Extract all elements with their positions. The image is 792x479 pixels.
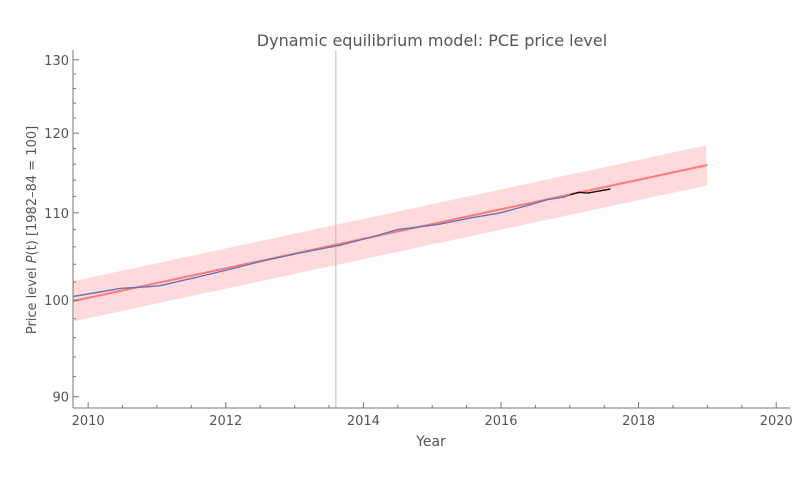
y-tick-label: 110	[44, 207, 69, 222]
x-tick-label: 2016	[484, 414, 517, 429]
model-line	[72, 164, 708, 303]
y-tick-label: 130	[44, 54, 69, 69]
x-tick-label: 2014	[347, 414, 380, 429]
x-tick-label: 2018	[622, 414, 655, 429]
y-tick-label: 100	[44, 294, 69, 309]
data-series-1	[72, 194, 571, 298]
chart-title: Dynamic equilibrium model: PCE price lev…	[257, 31, 607, 50]
x-tick-label: 2020	[760, 414, 792, 429]
y-axis-label: Price level P(t) [1982–84 = 100]	[25, 126, 40, 334]
x-tick-label: 2012	[209, 414, 242, 429]
data-series-2	[570, 188, 611, 196]
y-tick-label: 90	[52, 391, 69, 406]
x-axis-label: Year	[415, 434, 446, 450]
y-tick-label: 120	[44, 127, 69, 142]
x-tick-label: 2010	[72, 414, 105, 429]
